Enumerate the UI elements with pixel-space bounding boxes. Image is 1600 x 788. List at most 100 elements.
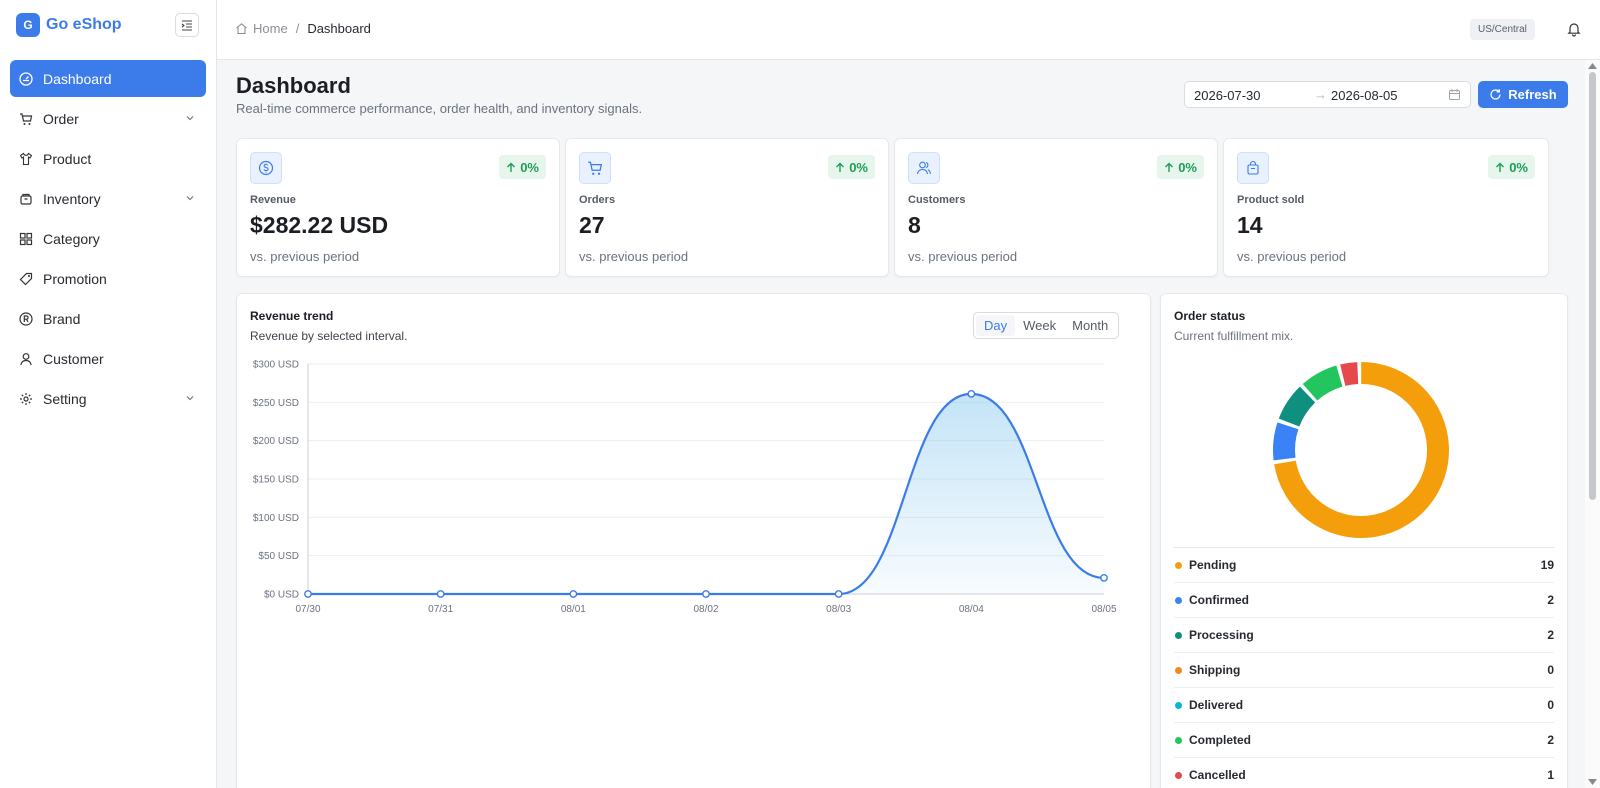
brand[interactable]: G Go eShop	[16, 12, 122, 38]
page-scrollbar[interactable]	[1585, 60, 1600, 788]
sidebar-item-label: Inventory	[43, 190, 101, 207]
donut-slice-processing[interactable]	[1278, 386, 1316, 427]
interval-week[interactable]: Week	[1023, 318, 1057, 333]
stat-card-revenue: 0% Revenue $282.22 USD vs. previous peri…	[236, 138, 560, 277]
status-row-processing: Processing 2	[1174, 618, 1554, 653]
sidebar-collapse-button[interactable]	[175, 13, 199, 37]
status-count: 2	[1547, 593, 1554, 607]
donut-slice-completed[interactable]	[1302, 365, 1343, 401]
x-tick-label: 08/05	[1091, 604, 1116, 615]
y-tick-label: $50 USD	[258, 551, 299, 562]
sidebar-item-label: Setting	[43, 390, 87, 407]
home-icon[interactable]	[235, 22, 248, 35]
scrollbar-thumb[interactable]	[1589, 72, 1596, 500]
status-label: Completed	[1189, 733, 1252, 747]
status-row-completed: Completed 2	[1174, 723, 1554, 758]
registered-icon	[18, 311, 34, 327]
breadcrumb: Home / Dashboard	[235, 21, 371, 36]
scroll-up-arrow[interactable]	[1588, 63, 1597, 69]
sidebar-item-brand[interactable]: Brand	[10, 300, 206, 337]
status-row-delivered: Delivered 0	[1174, 688, 1554, 723]
change-badge: 0%	[828, 155, 875, 179]
sidebar-menu: Dashboard Order Product Inventory Catego…	[10, 60, 206, 420]
sidebar-item-label: Order	[43, 110, 79, 127]
sidebar-item-label: Promotion	[43, 270, 107, 287]
refresh-button[interactable]: Refresh	[1478, 81, 1568, 108]
status-row-cancelled: Cancelled 1	[1174, 758, 1554, 788]
stat-label: Revenue	[250, 194, 296, 206]
x-tick-label: 07/31	[428, 604, 453, 615]
status-dot	[1175, 596, 1182, 604]
y-tick-label: $250 USD	[253, 398, 299, 409]
donut-slice-pending[interactable]	[1274, 362, 1449, 538]
stat-value: 27	[579, 212, 605, 238]
status-dot	[1175, 631, 1182, 639]
sidebar-item-dashboard[interactable]: Dashboard	[10, 60, 206, 97]
status-label: Delivered	[1189, 698, 1244, 712]
scroll-down-arrow[interactable]	[1588, 779, 1597, 785]
revenue-chart: $0 USD $50 USD $100 USD $150 USD $200 USD $25…	[253, 360, 1117, 616]
revenue-trend-title: Revenue trend	[250, 309, 334, 323]
data-point	[834, 590, 843, 598]
arrow-up-icon	[836, 162, 845, 172]
data-point	[304, 590, 312, 598]
y-tick-label: $100 USD	[253, 513, 299, 524]
bag-icon	[1237, 152, 1269, 184]
sidebar-item-category[interactable]: Category	[10, 220, 206, 257]
status-dot	[1175, 701, 1182, 709]
interval-month[interactable]: Month	[1072, 318, 1109, 333]
sidebar: G Go eShop Dashboard Order Product Inven…	[0, 0, 217, 788]
status-count: 0	[1547, 698, 1554, 712]
breadcrumb-separator: /	[295, 21, 300, 36]
status-label: Processing	[1189, 628, 1254, 642]
breadcrumb-current: Dashboard	[307, 21, 371, 36]
sidebar-item-product[interactable]: Product	[10, 140, 206, 177]
status-count: 1	[1547, 768, 1554, 782]
stat-value: $282.22 USD	[250, 212, 389, 238]
breadcrumb-home[interactable]: Home	[253, 21, 288, 36]
status-count: 0	[1547, 663, 1554, 677]
y-tick-label: $300 USD	[253, 360, 299, 371]
change-value: 0%	[849, 159, 868, 175]
status-count: 2	[1547, 733, 1554, 747]
donut-slice-cancelled[interactable]	[1340, 362, 1359, 386]
brand-name: Go eShop	[46, 16, 122, 33]
arrow-up-icon	[1496, 162, 1505, 172]
stat-value: 14	[1237, 212, 1263, 238]
data-point	[569, 590, 578, 598]
sidebar-item-inventory[interactable]: Inventory	[10, 180, 206, 217]
donut-slice-confirmed[interactable]	[1273, 422, 1299, 461]
data-point	[967, 390, 976, 398]
y-tick-label: $150 USD	[253, 475, 299, 486]
sidebar-item-promotion[interactable]: Promotion	[10, 260, 206, 297]
stat-card-customers: 0% Customers 8 vs. previous period	[894, 138, 1218, 277]
refresh-icon	[1490, 89, 1501, 100]
status-dot	[1175, 561, 1182, 569]
x-tick-label: 08/04	[959, 604, 984, 615]
gear-icon	[18, 391, 34, 407]
interval-day[interactable]: Day	[976, 315, 1016, 336]
change-badge: 0%	[1157, 155, 1204, 179]
change-value: 0%	[520, 159, 539, 175]
sidebar-item-label: Product	[43, 150, 92, 167]
status-dot	[1175, 736, 1182, 744]
bell-icon[interactable]	[1566, 21, 1582, 37]
status-label: Cancelled	[1189, 768, 1246, 782]
date-from[interactable]: 2026-07-30	[1194, 88, 1261, 103]
chevron-down-icon	[186, 196, 194, 201]
dollar-icon	[250, 152, 282, 184]
sidebar-item-customer[interactable]: Customer	[10, 340, 206, 377]
topbar: Home / Dashboard US/Central	[217, 0, 1600, 60]
sidebar-item-label: Customer	[43, 350, 104, 367]
data-point	[436, 590, 445, 598]
sidebar-item-order[interactable]: Order	[10, 100, 206, 137]
stat-footnote: vs. previous period	[250, 249, 360, 264]
main-content: Dashboard Real-time commerce performance…	[217, 60, 1585, 788]
date-range-picker[interactable]: 2026-07-30 → 2026-08-05	[1184, 81, 1471, 108]
y-tick-label: $200 USD	[253, 436, 299, 447]
sidebar-item-setting[interactable]: Setting	[10, 380, 206, 417]
arrow-up-icon	[1165, 162, 1174, 172]
box-icon	[18, 191, 34, 207]
y-tick-label: $0 USD	[264, 590, 299, 601]
date-to[interactable]: 2026-08-05	[1331, 88, 1398, 103]
